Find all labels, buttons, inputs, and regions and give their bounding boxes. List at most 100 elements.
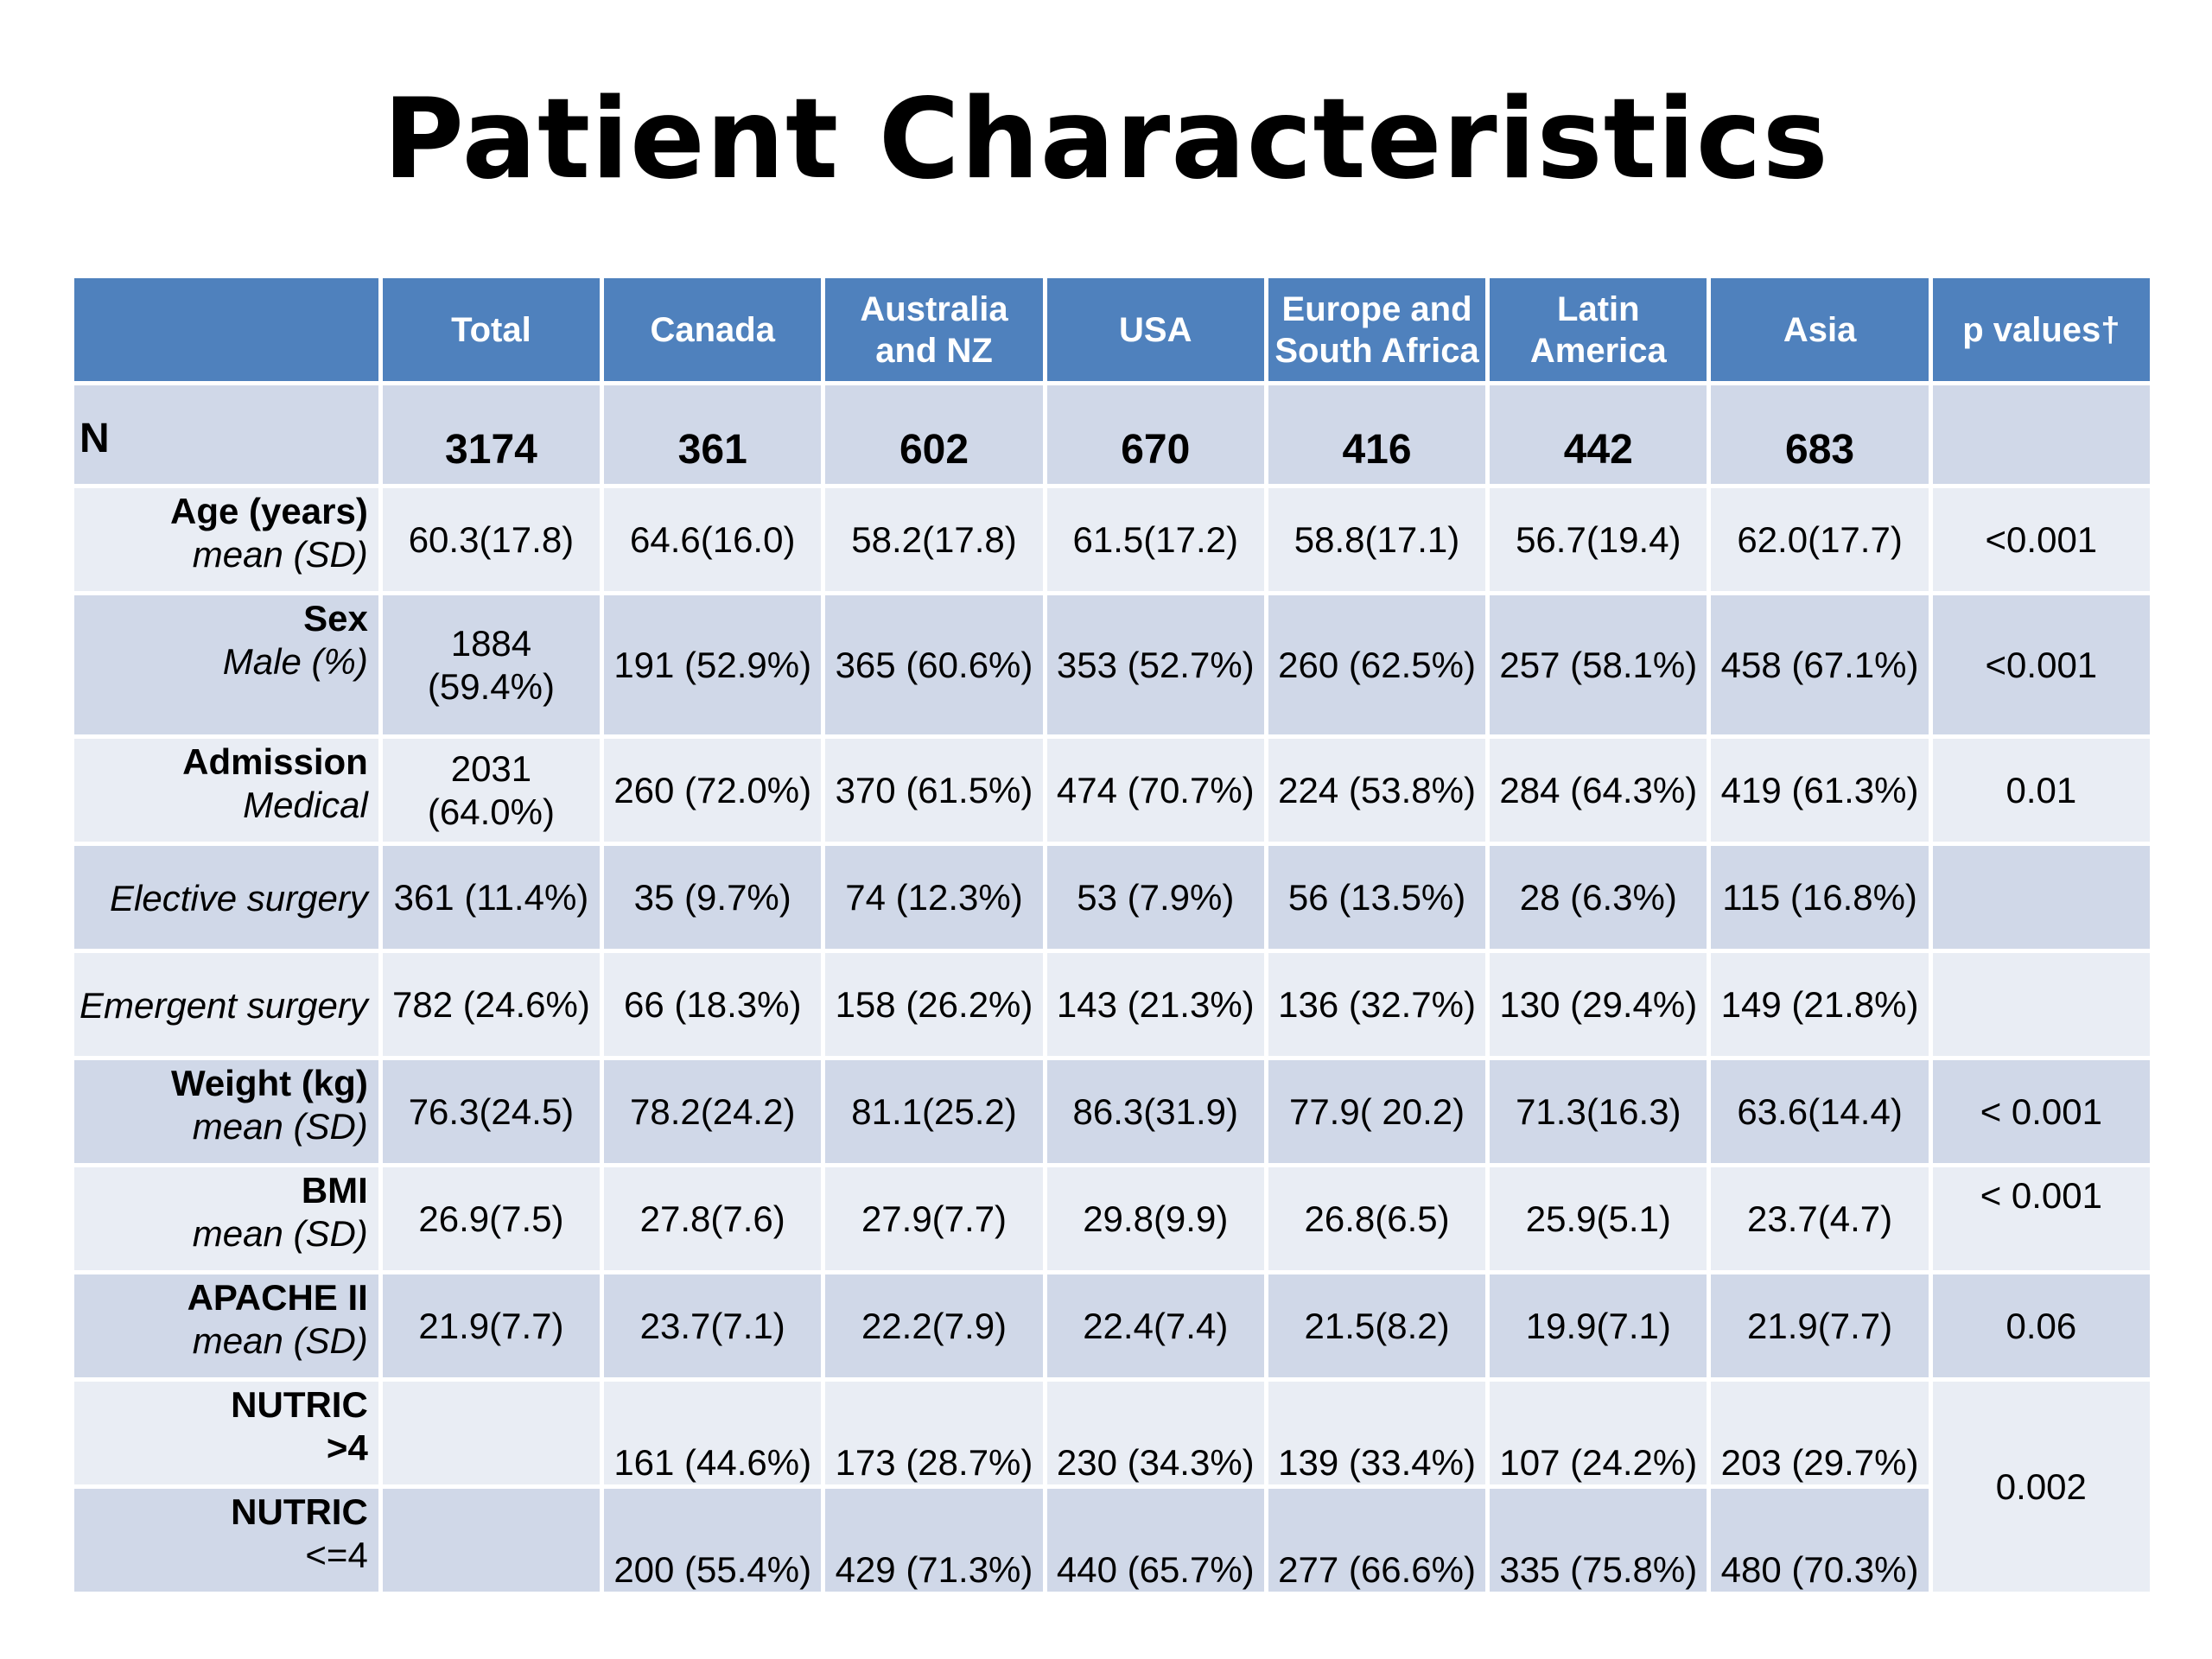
row-label-sub: mean (SD) <box>192 1106 368 1147</box>
data-cell: 63.6(14.4) <box>1711 1060 1929 1163</box>
data-cell: 143 (21.3%) <box>1046 953 1264 1056</box>
data-cell: 71.3(16.3) <box>1490 1060 1707 1163</box>
data-cell: 27.8(7.6) <box>604 1167 822 1270</box>
p-value: 0.06 <box>1932 1274 2150 1377</box>
data-cell: 257 (58.1%) <box>1490 595 1707 734</box>
p-value <box>1932 385 2150 484</box>
data-cell: 161 (44.6%) <box>604 1382 822 1484</box>
column-header: USA <box>1046 278 1264 381</box>
data-cell: 474 (70.7%) <box>1046 739 1264 842</box>
n-value: 670 <box>1046 385 1264 484</box>
data-cell: 21.9(7.7) <box>382 1274 601 1377</box>
p-value: 0.01 <box>1932 739 2150 842</box>
data-cell: 115 (16.8%) <box>1711 846 1929 949</box>
column-header: p values† <box>1932 278 2150 381</box>
data-cell: 782 (24.6%) <box>382 953 601 1056</box>
row-label: Emergent surgery <box>74 953 378 1056</box>
data-cell: 26.9(7.5) <box>382 1167 601 1270</box>
data-cell: 23.7(4.7) <box>1711 1167 1929 1270</box>
column-header: Canada <box>604 278 822 381</box>
data-cell: 74 (12.3%) <box>825 846 1043 949</box>
row-label-main: Weight (kg) <box>170 1063 368 1103</box>
data-cell: 66 (18.3%) <box>604 953 822 1056</box>
data-cell: 26.8(6.5) <box>1268 1167 1486 1270</box>
data-cell: 361 (11.4%) <box>382 846 601 949</box>
p-value: <0.001 <box>1932 595 2150 734</box>
data-cell: 21.5(8.2) <box>1268 1274 1486 1377</box>
data-cell: 86.3(31.9) <box>1046 1060 1264 1163</box>
data-cell: 64.6(16.0) <box>604 488 822 591</box>
row-label: Admission Medical <box>74 739 378 842</box>
data-cell: 480 (70.3%) <box>1711 1489 1929 1592</box>
data-cell: 76.3(24.5) <box>382 1060 601 1163</box>
data-cell: 78.2(24.2) <box>604 1060 822 1163</box>
row-label-n: N <box>74 385 378 484</box>
n-value: 683 <box>1711 385 1929 484</box>
data-cell: 260 (72.0%) <box>604 739 822 842</box>
data-cell <box>382 1489 601 1592</box>
row-label-sub: mean (SD) <box>192 1320 368 1361</box>
row-label-main: APACHE II <box>187 1277 368 1318</box>
p-value-nutric: 0.002 <box>1932 1382 2150 1592</box>
data-cell: 173 (28.7%) <box>825 1382 1043 1484</box>
data-cell: 53 (7.9%) <box>1046 846 1264 949</box>
header-corner <box>74 278 378 381</box>
row-label-sub: mean (SD) <box>192 1213 368 1254</box>
row-label: Sex Male (%) <box>74 595 378 734</box>
row-label-main: BMI <box>301 1170 368 1211</box>
row-label-main: NUTRIC <box>231 1384 368 1425</box>
data-cell: 200 (55.4%) <box>604 1489 822 1592</box>
p-value: < 0.001 <box>1932 1167 2150 1270</box>
data-cell: 25.9(5.1) <box>1490 1167 1707 1270</box>
data-cell: 260 (62.5%) <box>1268 595 1486 734</box>
p-value <box>1932 953 2150 1056</box>
row-label: Weight (kg) mean (SD) <box>74 1060 378 1163</box>
column-header: Total <box>382 278 601 381</box>
data-cell: 28 (6.3%) <box>1490 846 1707 949</box>
data-cell: 58.8(17.1) <box>1268 488 1486 591</box>
row-label: BMI mean (SD) <box>74 1167 378 1270</box>
data-cell: 130 (29.4%) <box>1490 953 1707 1056</box>
row-label-main: Sex <box>303 598 368 639</box>
data-cell: 284 (64.3%) <box>1490 739 1707 842</box>
data-cell <box>382 1382 601 1484</box>
n-value: 416 <box>1268 385 1486 484</box>
row-label: APACHE II mean (SD) <box>74 1274 378 1377</box>
n-value: 442 <box>1490 385 1707 484</box>
data-cell: 62.0(17.7) <box>1711 488 1929 591</box>
p-value: <0.001 <box>1932 488 2150 591</box>
row-label: NUTRIC >4 <box>74 1382 378 1484</box>
data-cell: 458 (67.1%) <box>1711 595 1929 734</box>
data-cell: 29.8(9.9) <box>1046 1167 1264 1270</box>
data-cell: 440 (65.7%) <box>1046 1489 1264 1592</box>
data-cell: 22.2(7.9) <box>825 1274 1043 1377</box>
n-value: 602 <box>825 385 1043 484</box>
data-cell: 429 (71.3%) <box>825 1489 1043 1592</box>
row-label: Age (years) mean (SD) <box>74 488 378 591</box>
slide-title: Patient Characteristics <box>383 75 1829 204</box>
data-cell: 191 (52.9%) <box>604 595 822 734</box>
data-cell: 22.4(7.4) <box>1046 1274 1264 1377</box>
column-header: Europe and South Africa <box>1268 278 1486 381</box>
row-label-sub: <=4 <box>305 1535 368 1575</box>
data-cell: 419 (61.3%) <box>1711 739 1929 842</box>
row-label-main: Age (years) <box>170 491 368 531</box>
row-label-sub: Elective surgery <box>110 877 368 918</box>
data-cell: 56 (13.5%) <box>1268 846 1486 949</box>
p-value <box>1932 846 2150 949</box>
data-cell: 27.9(7.7) <box>825 1167 1043 1270</box>
n-value: 3174 <box>382 385 601 484</box>
data-cell: 60.3(17.8) <box>382 488 601 591</box>
data-cell: 81.1(25.2) <box>825 1060 1043 1163</box>
data-cell: 107 (24.2%) <box>1490 1382 1707 1484</box>
data-cell: 365 (60.6%) <box>825 595 1043 734</box>
data-cell: 370 (61.5%) <box>825 739 1043 842</box>
data-cell: 35 (9.7%) <box>604 846 822 949</box>
column-header: Latin America <box>1490 278 1707 381</box>
data-cell: 224 (53.8%) <box>1268 739 1486 842</box>
data-cell: 277 (66.6%) <box>1268 1489 1486 1592</box>
data-cell: 77.9( 20.2) <box>1268 1060 1486 1163</box>
data-cell: 230 (34.3%) <box>1046 1382 1264 1484</box>
data-cell: 19.9(7.1) <box>1490 1274 1707 1377</box>
row-label-sub: mean (SD) <box>192 534 368 575</box>
